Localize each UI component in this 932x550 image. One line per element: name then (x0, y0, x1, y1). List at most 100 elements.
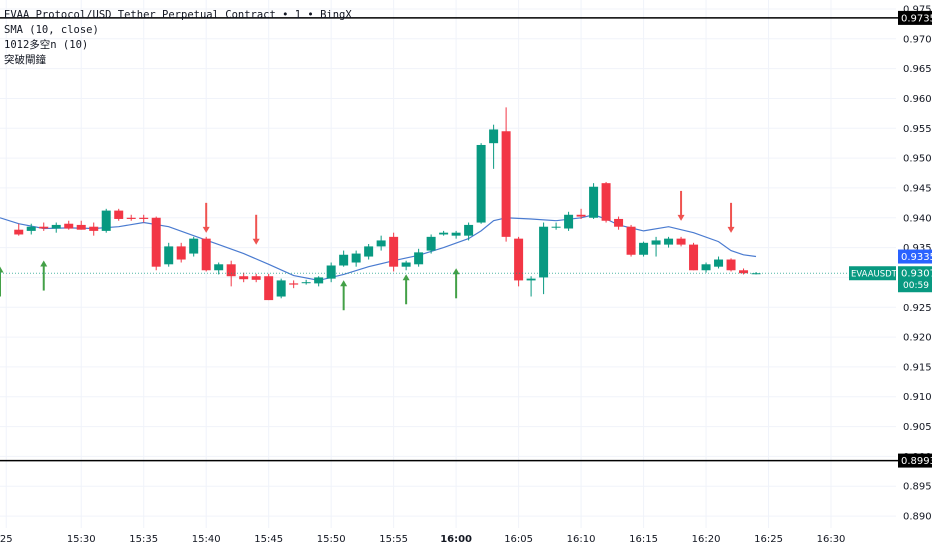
candle (451, 230, 461, 239)
candle-body (14, 229, 24, 235)
candle-body (276, 280, 286, 297)
candle (664, 236, 674, 248)
candle-body (226, 264, 236, 277)
candle (326, 262, 336, 283)
legend-sma[interactable]: SMA (10, close) (4, 24, 99, 36)
x-tick-label: 25 (0, 534, 13, 545)
candle (739, 268, 749, 275)
candle (539, 222, 549, 295)
legend-indicator-1[interactable]: 1012多空n (10) (4, 39, 89, 51)
sma-value-tag-text: 0.9335 (901, 252, 932, 263)
candle-body (589, 186, 599, 218)
candle-body (151, 217, 161, 267)
candle-body (739, 270, 749, 274)
upper-line-tag: 0.9735 (898, 10, 932, 25)
candle-body (264, 276, 274, 301)
x-tick-label: 15:40 (192, 534, 221, 545)
candle (76, 220, 86, 230)
upper-line-tag-bg (898, 10, 932, 25)
horizontal-lines (0, 17, 898, 462)
candle (201, 236, 211, 272)
candle (626, 224, 636, 257)
buy-arrow-icon (452, 268, 460, 299)
x-tick-label: 16:30 (817, 534, 846, 545)
candle-body (126, 217, 136, 219)
buy-arrow-icon (402, 274, 410, 305)
x-tick-label: 15:45 (254, 534, 283, 545)
candle-body (26, 226, 36, 231)
candle (276, 278, 286, 299)
candle-body (714, 259, 724, 267)
candle-body (651, 240, 661, 245)
signal-arrows (0, 190, 735, 311)
legend-indicator-2[interactable]: 突破閘鐘 (4, 54, 46, 66)
candle-body (101, 210, 111, 231)
candle-body (426, 236, 436, 251)
candle (651, 236, 661, 257)
candle-body (414, 252, 424, 265)
candle-body (339, 254, 349, 266)
arrow-head (677, 214, 685, 221)
chart-legend: EVAA Protocol/USD Tether Perpetual Contr… (4, 8, 352, 68)
candle-body (626, 226, 636, 255)
candle-body (401, 262, 411, 267)
x-tick-label: 16:10 (567, 534, 596, 545)
candle-body (326, 265, 336, 279)
candle-body (139, 217, 149, 219)
candle-body (301, 282, 311, 284)
candle (301, 279, 311, 285)
candle-body (439, 232, 449, 235)
candle (589, 183, 599, 219)
x-tick-label: 16:15 (629, 534, 658, 545)
candle-body (39, 226, 49, 229)
sell-arrow-icon (252, 214, 260, 245)
arrow-head (252, 238, 260, 245)
time-axis: 25 15:30 15:35 15:40 15:45 15:50 15:55 16:00 16:… (0, 534, 845, 545)
candle-body (639, 242, 649, 255)
candle (576, 208, 586, 219)
sma-value-tag-bg (898, 249, 932, 264)
candle-body (201, 238, 211, 271)
lower-line-tag-bg (898, 453, 932, 468)
candle (489, 124, 499, 169)
candle-body (239, 276, 249, 280)
upper-line-tag-text: 0.9735 (901, 13, 932, 24)
candle (639, 241, 649, 257)
arrow-head (727, 226, 735, 233)
arrow-head (40, 260, 48, 267)
arrow-head (402, 274, 410, 281)
price-tag-bg (898, 266, 932, 293)
sell-arrow-icon (202, 202, 210, 233)
candle (426, 234, 436, 254)
candle (701, 262, 711, 273)
candle-body (351, 253, 361, 263)
candle-body (526, 278, 536, 281)
candle-body (451, 232, 461, 236)
candle-body (64, 223, 74, 229)
candle-body (614, 218, 624, 227)
candle (476, 143, 486, 224)
candle (401, 260, 411, 271)
candle (376, 235, 386, 251)
price-tag-text: 0.9307 (901, 269, 932, 280)
x-tick-label: 16:20 (692, 534, 721, 545)
candle-body (364, 246, 374, 257)
candle-body (689, 244, 699, 271)
legend-title[interactable]: EVAA Protocol/USD Tether Perpetual Contr… (4, 9, 352, 21)
candle-body (114, 210, 124, 219)
candle (51, 222, 61, 233)
last-price-tag: EVAAUSDT.P0.930700:59 (849, 266, 932, 293)
candle-body (214, 264, 224, 271)
candle-body (664, 238, 674, 245)
x-tick-label: 16:00 (440, 534, 472, 545)
candle (339, 250, 349, 267)
sell-arrow-icon (677, 190, 685, 221)
